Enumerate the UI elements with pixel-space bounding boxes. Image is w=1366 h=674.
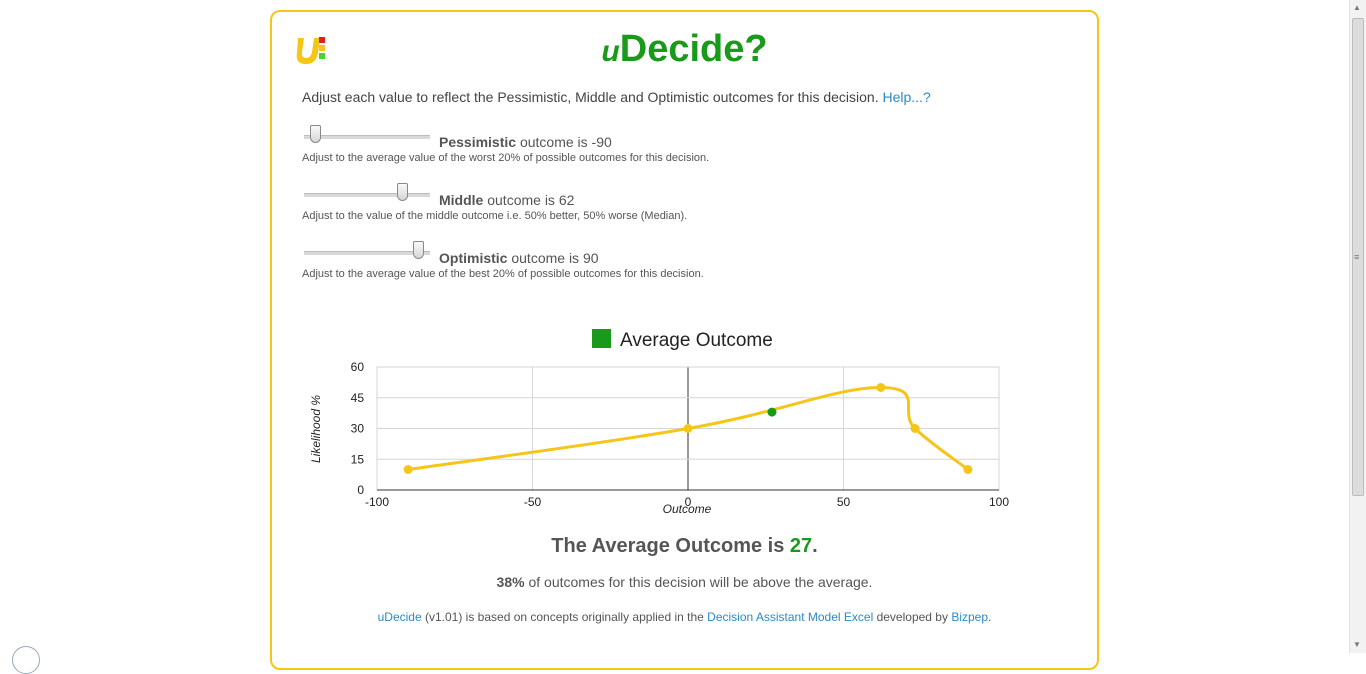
average-result: The Average Outcome is 27. bbox=[551, 535, 818, 557]
chart-ticks: -100 -50 0 50 100 0 15 30 45 60 bbox=[351, 360, 1010, 509]
credits: uDecide (v1.01) is based on concepts ori… bbox=[377, 610, 992, 624]
outcome-chart: Average Outcome -100 -50 0 50 100 0 15 30 45 60 O… bbox=[309, 329, 1010, 516]
y-tick-label: 30 bbox=[351, 422, 365, 436]
scroll-up-icon[interactable]: ▲ bbox=[1353, 3, 1361, 12]
scroll-down-icon[interactable]: ▼ bbox=[1353, 640, 1361, 649]
x-tick-label: 0 bbox=[685, 495, 692, 509]
legend-swatch bbox=[592, 329, 611, 348]
x-tick-label: 100 bbox=[989, 495, 1009, 509]
x-tick-label: 50 bbox=[837, 495, 851, 509]
page-title: uDecide? bbox=[601, 28, 768, 70]
average-value: 27 bbox=[789, 535, 813, 557]
outcome-point bbox=[683, 424, 693, 433]
chart-series bbox=[403, 383, 973, 474]
outcome-point bbox=[403, 465, 413, 474]
intro-instructions: Adjust each value to reflect the Pessimi… bbox=[302, 89, 883, 105]
help-link[interactable]: Help...? bbox=[882, 89, 931, 105]
chart-grid bbox=[376, 366, 1000, 491]
pessimistic-help: Adjust to the average value of the worst… bbox=[302, 152, 710, 164]
outcome-point bbox=[910, 424, 920, 433]
x-tick-label: -100 bbox=[365, 495, 389, 509]
x-axis-label: Outcome bbox=[663, 502, 712, 516]
x-tick-label: -50 bbox=[524, 495, 542, 509]
average-point bbox=[767, 407, 777, 417]
y-axis-label: Likelihood % bbox=[309, 395, 323, 463]
middle-label: Middle outcome is 62 bbox=[439, 192, 575, 208]
legend-label: Average Outcome bbox=[620, 330, 773, 351]
vertical-scrollbar[interactable]: ▲ ≡ ▼ bbox=[1349, 0, 1366, 653]
outcome-point bbox=[876, 383, 886, 392]
app-logo bbox=[296, 37, 325, 64]
y-tick-label: 0 bbox=[357, 483, 364, 497]
above-percent: 38% bbox=[496, 574, 525, 590]
decision-assistant-link[interactable]: Decision Assistant Model Excel bbox=[707, 610, 874, 624]
optimistic-slider-thumb[interactable] bbox=[413, 241, 425, 259]
middle-slider-track[interactable] bbox=[304, 193, 430, 197]
y-tick-label: 45 bbox=[351, 391, 365, 405]
pessimistic-slider-track[interactable] bbox=[304, 135, 430, 139]
udecide-link[interactable]: uDecide bbox=[377, 610, 422, 624]
pessimistic-label: Pessimistic outcome is -90 bbox=[439, 134, 612, 150]
chart-container: Average Outcome -100 -50 0 50 100 0 15 30 45 60 O… bbox=[302, 324, 1022, 539]
bizpep-link[interactable]: Bizpep bbox=[951, 610, 989, 624]
optimistic-help: Adjust to the average value of the best … bbox=[302, 268, 704, 280]
y-tick-label: 60 bbox=[351, 360, 365, 374]
scrollbar-thumb[interactable] bbox=[1352, 18, 1364, 496]
middle-slider-thumb[interactable] bbox=[397, 183, 409, 201]
middle-help: Adjust to the value of the middle outcom… bbox=[302, 210, 688, 222]
pessimistic-slider-thumb[interactable] bbox=[309, 125, 321, 143]
scroll-grip-icon: ≡ bbox=[1354, 252, 1360, 262]
optimistic-label: Optimistic outcome is 90 bbox=[439, 250, 599, 266]
above-average-text: 38% of outcomes for this decision will b… bbox=[496, 574, 873, 590]
outcome-point bbox=[963, 465, 973, 474]
y-tick-label: 15 bbox=[351, 452, 365, 466]
intro-text: Adjust each value to reflect the Pessimi… bbox=[302, 89, 931, 105]
corner-widget[interactable] bbox=[12, 646, 40, 674]
main-card: uDecide? Adjust each value to reflect th… bbox=[270, 10, 1099, 670]
optimistic-slider-track[interactable] bbox=[304, 251, 430, 255]
